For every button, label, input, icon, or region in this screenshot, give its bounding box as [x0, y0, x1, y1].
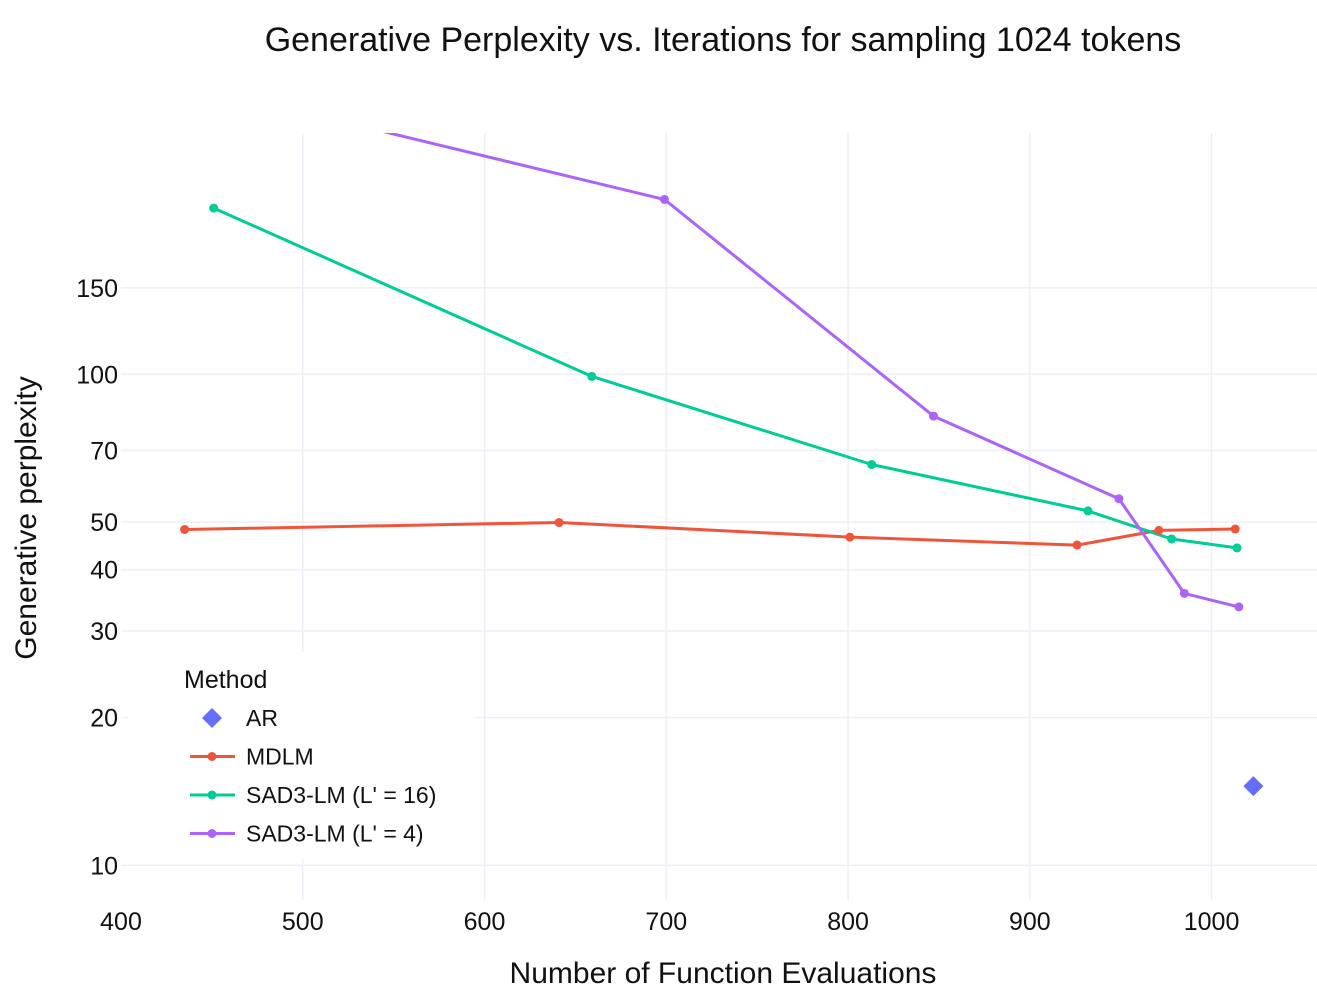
legend-item-ar[interactable]: AR [202, 705, 278, 731]
point-sad3-lm-l-16 [1083, 506, 1093, 516]
point-sad3-lm-l-16 [867, 460, 877, 470]
point-sad3-lm-l-4 [928, 411, 938, 421]
point-sad3-lm-l-4 [117, 64, 126, 73]
point-sad3-lm-l-16 [587, 371, 597, 381]
x-tick-label: 500 [282, 908, 324, 936]
x-tick-label: 700 [645, 908, 687, 936]
series-line-sad3-lm-l-16 [213, 206, 1238, 550]
legend-swatch-dot [207, 752, 217, 761]
legend: Method AR MDLM SAD3-LM (L' = 16) SAD3-LM (L… [128, 652, 473, 859]
point-mdlm [1154, 525, 1164, 535]
series-line-sad3-lm-l-4 [382, 133, 1240, 609]
x-tick-label: 800 [827, 908, 869, 936]
y-tick-label: 150 [76, 275, 118, 303]
point-sad3-lm-l-4 [1179, 588, 1189, 598]
legend-background [128, 652, 473, 859]
legend-label: AR [246, 705, 278, 731]
legend-label: MDLM [246, 744, 314, 770]
point-sad3-lm-l-16 [1167, 534, 1177, 544]
legend-item-mdlm[interactable]: MDLM [190, 744, 314, 770]
legend-item-sad3-lm-l-4[interactable]: SAD3-LM (L' = 4) [190, 821, 424, 847]
point-mdlm [180, 524, 190, 534]
y-tick-label: 40 [90, 557, 118, 585]
legend-label: SAD3-LM (L' = 16) [246, 782, 436, 808]
legend-items: AR MDLM SAD3-LM (L' = 16) SAD3-LM (L' = 4) [190, 705, 436, 847]
x-axis-ticks: 400 500 600 700 800 900 1000 [100, 908, 1239, 936]
grid [121, 133, 1317, 900]
markers-layer [117, 64, 1264, 797]
point-mdlm [554, 518, 564, 528]
point-sad3-lm-l-4 [1234, 602, 1244, 612]
point-ar [1243, 776, 1264, 797]
x-tick-label: 400 [100, 908, 142, 936]
point-sad3-lm-l-16 [1232, 543, 1242, 553]
y-tick-label: 20 [90, 705, 118, 733]
legend-swatch [202, 708, 222, 728]
legend-item-sad3-lm-l-16[interactable]: SAD3-LM (L' = 16) [190, 782, 436, 808]
y-tick-label: 50 [90, 509, 118, 537]
chart-title: Generative Perplexity vs. Iterations for… [265, 21, 1182, 59]
point-sad3-lm-l-16 [209, 203, 219, 213]
x-tick-label: 900 [1009, 908, 1051, 936]
point-sad3-lm-l-4 [1114, 494, 1124, 504]
point-mdlm [1072, 540, 1082, 550]
y-tick-label: 100 [76, 361, 118, 389]
series-line-mdlm [184, 521, 1236, 547]
point-mdlm [845, 532, 855, 542]
legend-title: Method [184, 666, 267, 694]
point-mdlm [1230, 524, 1240, 534]
series-layer [184, 133, 1240, 609]
x-tick-label: 600 [464, 908, 506, 936]
y-axis-ticks: 10 20 30 40 50 70 100 150 [76, 275, 118, 881]
x-axis-label: Number of Function Evaluations [510, 957, 937, 990]
y-tick-label: 30 [90, 618, 118, 646]
y-tick-label: 10 [90, 852, 118, 880]
x-tick-label: 1000 [1184, 908, 1240, 936]
legend-swatch-dot [207, 829, 217, 838]
y-tick-label: 70 [90, 437, 118, 465]
point-sad3-lm-l-4 [659, 194, 669, 204]
legend-swatch-dot [207, 790, 217, 800]
legend-label: SAD3-LM (L' = 4) [246, 821, 424, 847]
y-axis-label: Generative perplexity [10, 376, 43, 659]
